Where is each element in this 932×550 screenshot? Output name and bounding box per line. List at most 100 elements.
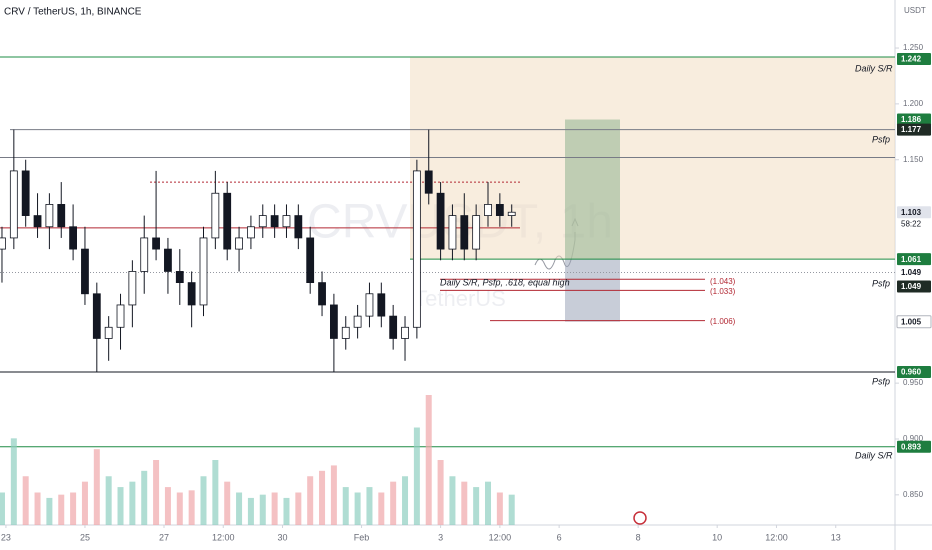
candle-body	[484, 204, 492, 216]
candle-body	[401, 326, 409, 339]
annotation: Daily S/R	[855, 450, 893, 460]
x-tick-label: 3	[438, 532, 443, 542]
candle-body	[199, 237, 208, 306]
candle-body	[318, 282, 326, 306]
annotation: (1.033)	[710, 287, 736, 296]
price-label-bg	[897, 206, 931, 219]
candle-body	[187, 282, 196, 306]
candle-body	[128, 271, 137, 306]
countdown: 58:22	[901, 219, 922, 228]
volume-bar	[485, 481, 492, 525]
volume-bar	[224, 481, 231, 525]
zone	[410, 56, 895, 260]
volume-bar	[354, 492, 361, 525]
price-label: 1.049	[901, 268, 922, 277]
candle-body	[270, 215, 279, 228]
volume-bar	[508, 494, 515, 525]
candle-body	[460, 215, 469, 250]
candle-body	[341, 326, 350, 339]
candle-body	[258, 215, 267, 228]
volume-bar	[259, 494, 266, 525]
price-label-bg	[897, 365, 931, 378]
volume-bar	[402, 476, 409, 525]
chart-title: CRV / TetherUS, 1h, BINANCE	[4, 7, 142, 18]
candle-body	[81, 248, 89, 295]
x-tick-label: 12:00	[212, 532, 235, 542]
volume-bar	[342, 487, 349, 525]
candle-body	[412, 170, 421, 328]
y-tick-label: 0.850	[903, 490, 924, 499]
volume-bar	[10, 438, 17, 525]
event-icon[interactable]	[633, 511, 647, 525]
candle-body	[448, 215, 457, 250]
volume-bar	[153, 460, 160, 525]
volume-bar	[105, 476, 112, 525]
volume-bar	[378, 492, 385, 525]
x-tick-label: 8	[636, 532, 641, 542]
candle-body	[436, 192, 445, 250]
currency-label: USDT	[904, 6, 926, 15]
volume-bar	[141, 470, 148, 525]
volume-bar	[58, 494, 65, 525]
y-tick-label: 1.150	[903, 155, 924, 164]
y-tick-label: 1.250	[903, 43, 924, 52]
volume-bar	[81, 481, 88, 525]
price-label-bg	[897, 440, 931, 453]
candle-body	[9, 170, 18, 239]
candle-body	[329, 304, 338, 339]
y-tick-label: 0.950	[903, 378, 924, 387]
price-label-bg	[897, 113, 931, 126]
volume-bar	[34, 492, 41, 525]
price-label: 1.242	[901, 55, 922, 64]
volume-bar	[366, 487, 373, 525]
volume-bar	[0, 492, 5, 525]
candle-body	[211, 192, 220, 239]
candle-body	[175, 271, 184, 284]
x-tick-label: 13	[831, 532, 841, 542]
candle-body	[116, 304, 125, 328]
volume-bar	[496, 492, 503, 525]
volume-bar	[188, 490, 195, 525]
annotation: (1.006)	[710, 317, 736, 326]
candle-body	[472, 215, 481, 250]
candle-body	[282, 215, 291, 228]
x-tick-label: 25	[80, 532, 90, 542]
candle-body	[104, 326, 113, 339]
volume-bar	[295, 492, 302, 525]
annotation: Psfp	[872, 278, 890, 288]
candle-body	[507, 211, 516, 216]
price-label-bg	[897, 123, 931, 136]
price-label: 1.103	[901, 208, 922, 217]
candle-body	[69, 226, 78, 250]
price-label: 0.960	[901, 368, 922, 377]
candle-body	[45, 204, 54, 228]
x-tick-label: 12:00	[489, 532, 512, 542]
watermark-name: TetherUS	[414, 286, 506, 311]
annotation: Daily S/R	[855, 63, 893, 73]
volume-bar	[390, 481, 397, 525]
volume-bar	[70, 492, 77, 525]
volume-bar	[200, 476, 207, 525]
price-label-bg	[896, 315, 932, 329]
x-tick-label: 12:00	[765, 532, 788, 542]
candle-body	[235, 237, 243, 250]
price-label: 0.893	[901, 442, 922, 451]
volume-bar	[46, 497, 53, 525]
volume-bar	[437, 460, 444, 525]
annotation: Psfp	[872, 134, 890, 144]
volume-bar	[93, 449, 100, 525]
x-tick-label: 10	[712, 532, 722, 542]
price-label: 1.186	[901, 115, 922, 124]
x-tick-label: 6	[557, 532, 562, 542]
volume-bar	[271, 492, 278, 525]
candle-body	[164, 248, 172, 272]
volume-bar	[283, 497, 290, 525]
candle-body	[365, 293, 374, 317]
volume-bar	[307, 476, 314, 525]
volume-bar	[236, 492, 243, 525]
volume-bar	[461, 481, 468, 525]
annotation: (1.043)	[710, 277, 736, 286]
candle-body	[294, 215, 303, 239]
volume-bar	[413, 427, 420, 525]
